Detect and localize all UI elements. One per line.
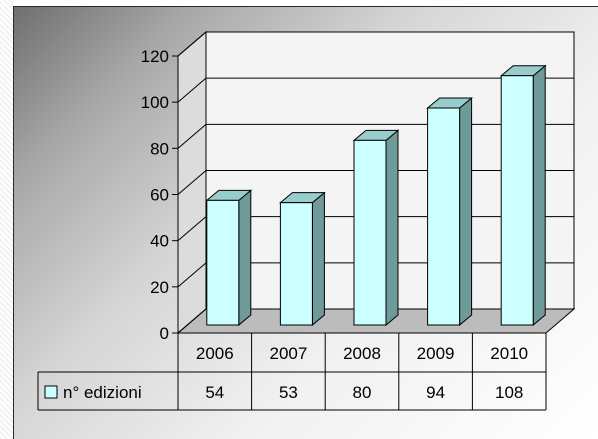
x-category-label: 2010	[490, 344, 528, 363]
slide-margin	[0, 0, 13, 439]
data-label: 108	[495, 383, 523, 402]
legend-key	[44, 385, 58, 399]
bar-2008	[352, 129, 400, 327]
gridline	[177, 77, 574, 103]
bar-face	[279, 202, 313, 326]
bar-side	[238, 189, 252, 327]
bar-2006	[205, 189, 253, 327]
x-category-label: 2008	[343, 344, 381, 363]
bars	[205, 64, 547, 327]
y-axis: 0 20 40 60 80 100 120	[141, 47, 179, 343]
data-table: 2006 54 2007 53 2008 80 2009 94 2010 108 n° edizio…	[37, 332, 547, 411]
y-tick-label: 80	[150, 139, 169, 158]
x-category-label: 2006	[196, 344, 234, 363]
bar-side	[311, 191, 325, 327]
data-label: 53	[279, 383, 298, 402]
y-tick-label: 120	[141, 47, 169, 66]
y-tick-label: 40	[150, 232, 169, 251]
y-tick-label: 60	[150, 186, 169, 205]
data-label: 94	[426, 383, 445, 402]
bar-face	[353, 139, 387, 326]
data-label: 80	[353, 383, 372, 402]
bar-face	[206, 199, 240, 326]
bar-face	[500, 75, 534, 326]
x-category-label: 2009	[417, 344, 455, 363]
legend-label: n° edizioni	[63, 383, 142, 402]
bar-2007	[279, 191, 326, 327]
y-tick-label: 20	[150, 278, 169, 297]
data-label: 54	[205, 383, 224, 402]
y-tick-label: 0	[160, 324, 169, 343]
bar-2009	[426, 96, 473, 327]
bar-side	[459, 96, 473, 327]
bar-2010	[499, 64, 547, 327]
x-category-label: 2007	[269, 344, 307, 363]
gridline	[177, 31, 574, 57]
bar-side	[532, 64, 546, 327]
y-tick-label: 100	[141, 93, 169, 112]
bar-face	[427, 107, 461, 326]
bar-side	[385, 129, 399, 327]
